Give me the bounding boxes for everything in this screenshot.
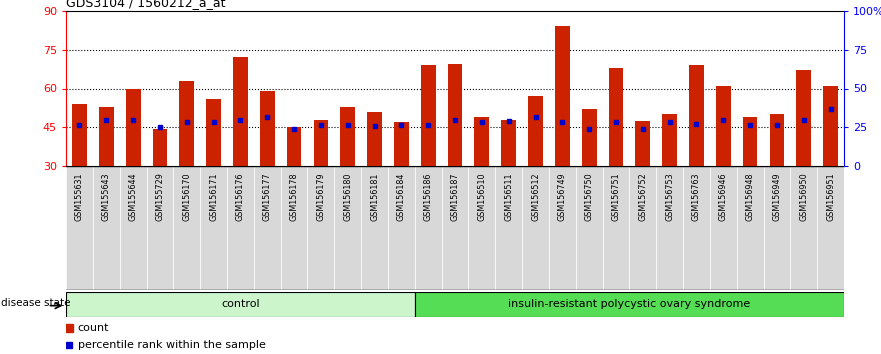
Bar bbox=[823, 86, 838, 166]
Bar bbox=[710, 166, 737, 290]
Text: GSM156187: GSM156187 bbox=[450, 172, 460, 221]
Bar bbox=[415, 292, 844, 317]
Text: GSM156170: GSM156170 bbox=[182, 172, 191, 221]
Text: GSM156176: GSM156176 bbox=[236, 172, 245, 221]
Text: GSM156946: GSM156946 bbox=[719, 172, 728, 221]
Text: GSM156510: GSM156510 bbox=[478, 172, 486, 221]
Text: GSM156179: GSM156179 bbox=[316, 172, 325, 221]
Text: GSM156949: GSM156949 bbox=[773, 172, 781, 221]
Bar bbox=[448, 64, 463, 166]
Text: GSM156749: GSM156749 bbox=[558, 172, 566, 221]
Text: insulin-resistant polycystic ovary syndrome: insulin-resistant polycystic ovary syndr… bbox=[508, 299, 751, 309]
Text: control: control bbox=[221, 299, 260, 309]
Bar bbox=[469, 166, 495, 290]
Bar bbox=[549, 166, 576, 290]
Bar bbox=[367, 112, 382, 166]
Bar bbox=[233, 57, 248, 166]
Text: GSM156178: GSM156178 bbox=[290, 172, 299, 221]
Bar bbox=[66, 166, 93, 290]
Text: GDS3104 / 1560212_a_at: GDS3104 / 1560212_a_at bbox=[66, 0, 226, 10]
Bar bbox=[522, 166, 549, 290]
Bar bbox=[629, 166, 656, 290]
Text: GSM156512: GSM156512 bbox=[531, 172, 540, 221]
Bar bbox=[66, 292, 415, 317]
Bar bbox=[737, 166, 764, 290]
Text: GSM156753: GSM156753 bbox=[665, 172, 674, 221]
Bar bbox=[555, 26, 570, 166]
Text: count: count bbox=[78, 322, 109, 332]
Bar bbox=[421, 65, 435, 166]
Bar bbox=[93, 166, 120, 290]
Text: GSM156763: GSM156763 bbox=[692, 172, 701, 221]
Text: GSM156511: GSM156511 bbox=[504, 172, 514, 221]
Text: GSM156180: GSM156180 bbox=[344, 172, 352, 221]
Bar bbox=[528, 96, 543, 166]
Bar bbox=[581, 109, 596, 166]
Bar bbox=[663, 114, 677, 166]
Bar bbox=[99, 107, 114, 166]
Bar bbox=[361, 166, 388, 290]
Bar bbox=[770, 114, 784, 166]
Bar bbox=[790, 166, 818, 290]
Text: GSM156177: GSM156177 bbox=[263, 172, 271, 221]
Bar bbox=[152, 129, 167, 166]
Text: GSM155631: GSM155631 bbox=[75, 172, 84, 221]
Text: GSM156951: GSM156951 bbox=[826, 172, 835, 221]
Bar bbox=[635, 121, 650, 166]
Bar bbox=[764, 166, 790, 290]
Text: GSM156181: GSM156181 bbox=[370, 172, 379, 221]
Text: GSM156184: GSM156184 bbox=[396, 172, 406, 221]
Bar bbox=[475, 117, 489, 166]
Bar bbox=[603, 166, 629, 290]
Text: GSM156750: GSM156750 bbox=[585, 172, 594, 221]
Bar bbox=[683, 166, 710, 290]
Bar bbox=[200, 166, 227, 290]
Text: GSM156751: GSM156751 bbox=[611, 172, 620, 221]
Bar bbox=[441, 166, 469, 290]
Bar bbox=[314, 120, 329, 166]
Bar bbox=[394, 122, 409, 166]
Text: GSM156950: GSM156950 bbox=[799, 172, 808, 221]
Bar bbox=[609, 68, 624, 166]
Bar bbox=[716, 86, 730, 166]
Text: GSM156186: GSM156186 bbox=[424, 172, 433, 221]
Bar bbox=[260, 91, 275, 166]
Bar bbox=[495, 166, 522, 290]
Text: GSM155644: GSM155644 bbox=[129, 172, 137, 221]
Bar bbox=[180, 81, 194, 166]
Bar bbox=[743, 117, 758, 166]
Bar bbox=[656, 166, 683, 290]
Bar bbox=[334, 166, 361, 290]
Text: GSM156171: GSM156171 bbox=[209, 172, 218, 221]
Bar bbox=[307, 166, 334, 290]
Bar bbox=[501, 120, 516, 166]
Bar bbox=[146, 166, 174, 290]
Bar bbox=[72, 104, 87, 166]
Bar bbox=[796, 70, 811, 166]
Bar bbox=[818, 166, 844, 290]
Text: GSM155729: GSM155729 bbox=[155, 172, 165, 222]
Bar bbox=[120, 166, 146, 290]
Bar bbox=[286, 127, 301, 166]
Bar bbox=[254, 166, 281, 290]
Bar bbox=[126, 88, 140, 166]
Text: GSM156948: GSM156948 bbox=[745, 172, 755, 221]
Text: GSM156752: GSM156752 bbox=[639, 172, 648, 221]
Bar bbox=[206, 99, 221, 166]
Bar bbox=[281, 166, 307, 290]
Text: disease state: disease state bbox=[2, 298, 70, 308]
Text: GSM155643: GSM155643 bbox=[102, 172, 111, 221]
Bar bbox=[174, 166, 200, 290]
Bar bbox=[689, 65, 704, 166]
Text: percentile rank within the sample: percentile rank within the sample bbox=[78, 340, 265, 350]
Bar bbox=[576, 166, 603, 290]
Bar bbox=[388, 166, 415, 290]
Bar bbox=[340, 107, 355, 166]
Bar bbox=[227, 166, 254, 290]
Bar bbox=[415, 166, 441, 290]
